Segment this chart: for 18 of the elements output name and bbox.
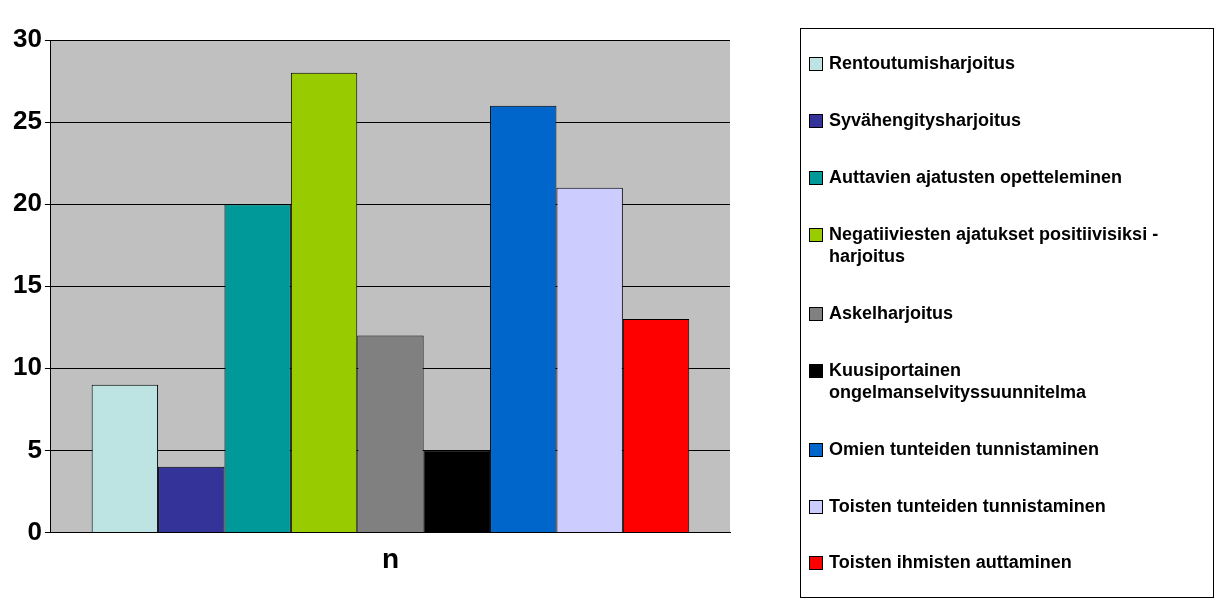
y-tick-label: 20 [13,187,42,218]
x-tick-label: n [381,542,400,574]
bar [423,450,491,532]
legend-label: Negatiiviesten ajatukset positiivisiksi -harjoitus [829,223,1160,268]
legend-label: Auttavien ajatusten opetteleminen [829,166,1123,189]
y-tick-label: 30 [13,23,42,54]
legend-label: Kuusiportainen ongelmanselvityssuunnitelma [829,358,1088,403]
legend-label: Askelharjoitus [829,301,954,324]
y-tick-label: 10 [13,351,42,382]
legend-label: Omien tunteiden tunnistaminen [829,437,1100,460]
y-tick-label: 25 [13,105,42,136]
legend-label: Syvähengitysharjoitus [829,109,1022,132]
legend-label: Rentoutumisharjoitus [829,52,1016,75]
y-tick-label: 15 [13,269,42,300]
y-tick-label: 5 [27,433,42,464]
y-tick-label: 0 [27,515,42,546]
legend-label: Toisten tunteiden tunnistaminen [829,494,1106,517]
legend-label: Toisten ihmisten auttaminen [829,551,1072,574]
